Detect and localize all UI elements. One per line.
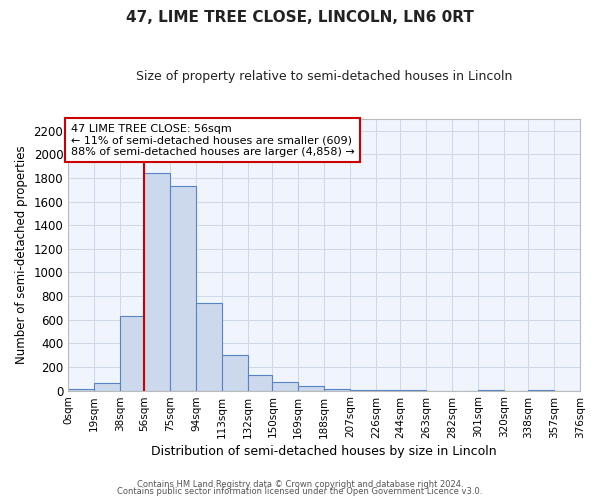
Bar — [170, 186, 196, 390]
Bar — [324, 389, 350, 390]
Title: Size of property relative to semi-detached houses in Lincoln: Size of property relative to semi-detach… — [136, 70, 512, 83]
Bar — [272, 382, 298, 390]
Bar — [120, 316, 145, 390]
Bar — [248, 374, 272, 390]
Text: Contains HM Land Registry data © Crown copyright and database right 2024.: Contains HM Land Registry data © Crown c… — [137, 480, 463, 489]
X-axis label: Distribution of semi-detached houses by size in Lincoln: Distribution of semi-detached houses by … — [151, 444, 497, 458]
Bar — [196, 302, 222, 390]
Bar — [94, 384, 120, 390]
Text: 47 LIME TREE CLOSE: 56sqm
← 11% of semi-detached houses are smaller (609)
88% of: 47 LIME TREE CLOSE: 56sqm ← 11% of semi-… — [71, 124, 355, 157]
Bar — [68, 389, 94, 390]
Bar — [298, 386, 324, 390]
Bar — [145, 173, 170, 390]
Bar — [222, 354, 248, 390]
Text: Contains public sector information licensed under the Open Government Licence v3: Contains public sector information licen… — [118, 488, 482, 496]
Text: 47, LIME TREE CLOSE, LINCOLN, LN6 0RT: 47, LIME TREE CLOSE, LINCOLN, LN6 0RT — [126, 10, 474, 25]
Y-axis label: Number of semi-detached properties: Number of semi-detached properties — [15, 146, 28, 364]
